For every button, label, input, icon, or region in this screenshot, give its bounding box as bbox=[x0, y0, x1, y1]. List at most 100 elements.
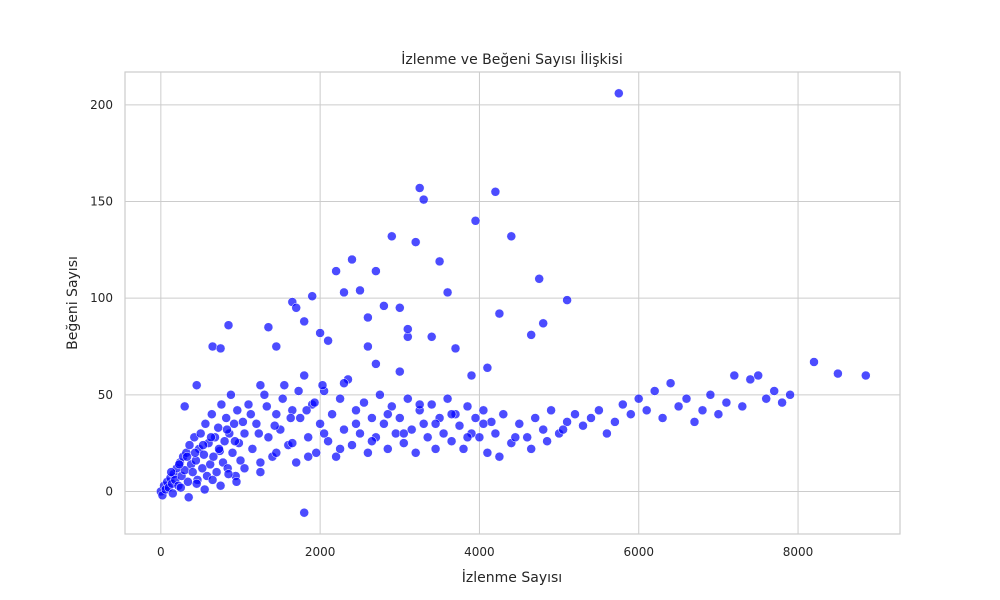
data-point bbox=[246, 409, 256, 419]
data-point bbox=[562, 417, 572, 427]
data-point bbox=[534, 274, 544, 284]
data-point bbox=[618, 399, 628, 410]
data-point bbox=[222, 424, 232, 435]
data-point bbox=[689, 417, 700, 427]
data-point bbox=[442, 287, 453, 298]
data-point bbox=[255, 457, 266, 468]
grid bbox=[125, 72, 900, 534]
data-point bbox=[223, 320, 234, 330]
data-point bbox=[355, 285, 365, 296]
x-axis-label: İzlenme Sayısı bbox=[462, 568, 562, 586]
data-point bbox=[657, 413, 668, 423]
data-point bbox=[458, 444, 469, 454]
data-point bbox=[206, 432, 216, 443]
data-point bbox=[430, 419, 441, 429]
data-point bbox=[482, 448, 493, 458]
data-point bbox=[255, 380, 266, 390]
data-point bbox=[490, 428, 501, 439]
x-tick-label: 2000 bbox=[305, 545, 336, 559]
data-point bbox=[506, 231, 517, 242]
data-point bbox=[514, 419, 525, 429]
data-point bbox=[614, 88, 624, 99]
data-point bbox=[301, 405, 312, 416]
data-point bbox=[697, 405, 708, 416]
data-point bbox=[673, 401, 684, 412]
data-point bbox=[861, 370, 871, 381]
data-point bbox=[681, 393, 692, 404]
data-point bbox=[309, 397, 320, 408]
data-point bbox=[383, 444, 393, 454]
data-point bbox=[414, 399, 425, 410]
data-point bbox=[379, 301, 389, 311]
data-point bbox=[466, 370, 477, 381]
data-point bbox=[546, 405, 556, 416]
data-point bbox=[351, 419, 361, 429]
data-point bbox=[418, 419, 429, 429]
data-point bbox=[183, 477, 193, 487]
data-point bbox=[478, 405, 489, 416]
data-point bbox=[490, 187, 501, 197]
data-point bbox=[562, 295, 572, 305]
data-point bbox=[229, 419, 239, 429]
data-point bbox=[259, 390, 270, 400]
data-point bbox=[251, 419, 262, 429]
data-point bbox=[327, 409, 337, 419]
data-point bbox=[470, 413, 481, 423]
data-point bbox=[207, 409, 217, 419]
data-point bbox=[315, 419, 325, 429]
data-point bbox=[323, 335, 333, 346]
data-point bbox=[462, 432, 473, 443]
data-point bbox=[610, 417, 620, 427]
data-point bbox=[406, 424, 417, 435]
data-point bbox=[570, 409, 580, 419]
data-point bbox=[168, 488, 178, 499]
data-point bbox=[486, 417, 497, 427]
x-tick-label: 4000 bbox=[464, 545, 495, 559]
data-point bbox=[200, 419, 211, 429]
data-point bbox=[293, 386, 304, 396]
data-point bbox=[198, 440, 208, 450]
data-point bbox=[395, 413, 405, 423]
data-point bbox=[262, 401, 272, 412]
data-point bbox=[176, 482, 186, 493]
data-point bbox=[221, 413, 231, 423]
data-point bbox=[363, 312, 373, 323]
data-point bbox=[526, 330, 536, 340]
data-point bbox=[462, 401, 473, 412]
data-point bbox=[255, 467, 266, 477]
plot-area bbox=[125, 72, 900, 534]
data-point bbox=[223, 469, 234, 479]
data-point bbox=[339, 378, 349, 388]
data-point bbox=[195, 428, 206, 439]
data-point bbox=[442, 393, 453, 404]
data-point bbox=[179, 401, 190, 412]
data-point bbox=[184, 440, 195, 450]
data-point bbox=[777, 397, 787, 408]
data-point bbox=[450, 343, 461, 354]
data-point bbox=[187, 467, 198, 477]
data-point bbox=[213, 422, 223, 433]
data-point bbox=[586, 413, 596, 423]
data-point bbox=[510, 432, 521, 443]
data-point bbox=[339, 424, 349, 435]
data-point bbox=[753, 370, 763, 381]
data-point bbox=[191, 380, 202, 390]
data-point bbox=[538, 318, 548, 329]
data-point bbox=[299, 507, 309, 518]
data-point bbox=[243, 399, 254, 410]
data-point bbox=[239, 463, 250, 474]
data-point bbox=[526, 444, 536, 454]
data-point bbox=[530, 413, 540, 423]
data-point bbox=[215, 343, 226, 354]
data-point bbox=[482, 363, 493, 373]
data-point bbox=[729, 370, 740, 381]
data-point bbox=[474, 432, 485, 443]
data-point bbox=[745, 374, 756, 385]
y-tick-label: 200 bbox=[90, 98, 113, 112]
data-point bbox=[215, 480, 226, 491]
data-point bbox=[761, 393, 771, 404]
data-points bbox=[156, 88, 871, 518]
chart-title: İzlenme ve Beğeni Sayısı İlişkisi bbox=[401, 50, 623, 68]
data-point bbox=[227, 448, 238, 458]
